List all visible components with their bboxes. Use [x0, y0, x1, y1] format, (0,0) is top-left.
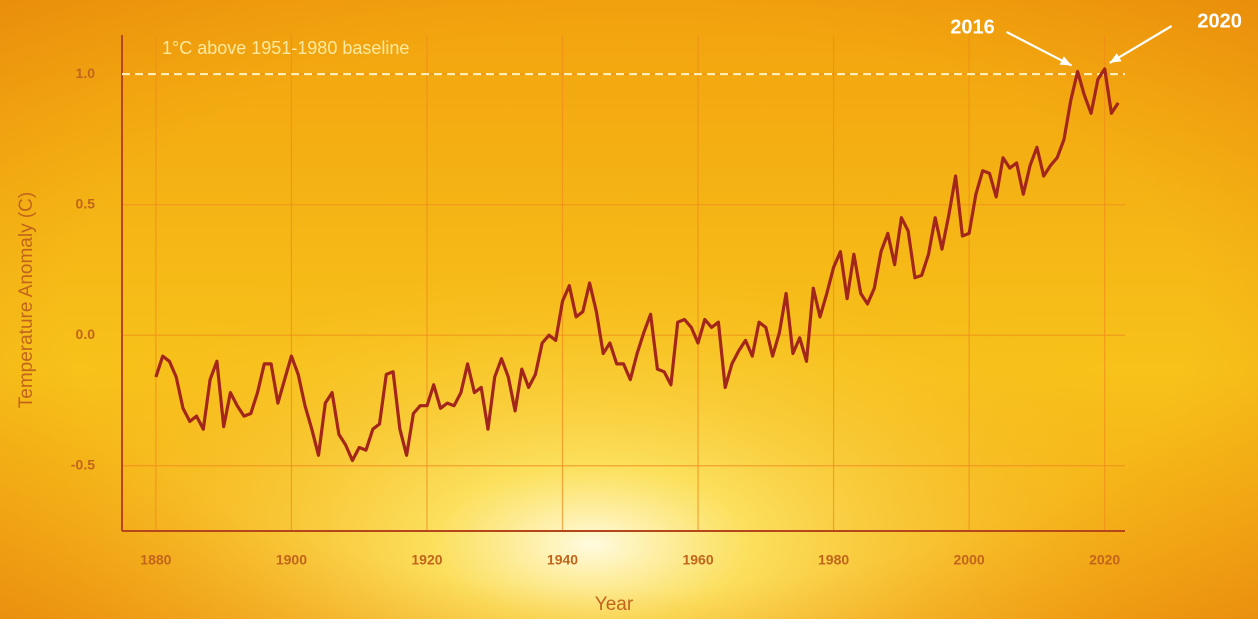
x-tick-label: 2020 — [1089, 552, 1120, 568]
annotation-label: 2020 — [1197, 10, 1242, 32]
x-tick-label: 2000 — [954, 552, 985, 568]
x-tick-label: 1980 — [818, 552, 849, 568]
x-tick-label: 1940 — [547, 552, 578, 568]
annotation-arrow — [1109, 25, 1173, 64]
x-tick-label: 1960 — [682, 552, 713, 568]
x-tick-label: 1900 — [276, 552, 307, 568]
annotation-arrowhead — [1059, 56, 1072, 66]
x-tick-label: 1920 — [411, 552, 442, 568]
y-axis-label: Temperature Anomaly (C) — [16, 192, 37, 408]
y-tick-label: 0.0 — [76, 326, 96, 342]
data-line — [154, 67, 1120, 463]
annotation-label: 2016 — [950, 16, 995, 38]
x-axis-label: Year — [595, 594, 634, 615]
annotation-arrowhead — [1109, 53, 1122, 63]
reference-label: 1°C above 1951-1980 baseline — [162, 38, 409, 58]
y-tick-label: 1.0 — [76, 65, 96, 81]
annotation-arrow — [1006, 31, 1073, 67]
y-tick-label: -0.5 — [71, 456, 95, 472]
y-tick-label: 0.5 — [76, 195, 96, 211]
x-tick-label: 1880 — [140, 552, 171, 568]
